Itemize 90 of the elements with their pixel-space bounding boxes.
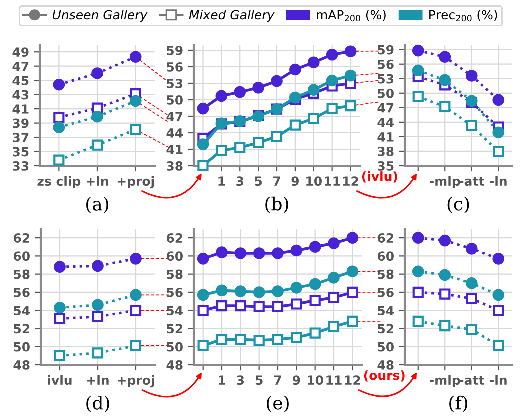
x-tick-label: 11 — [325, 176, 340, 186]
y-tick-label: 48 — [14, 360, 30, 370]
x-tick-label: 10 — [306, 176, 322, 186]
y-tick-label: 50 — [167, 95, 183, 105]
x-tick-label: -att — [460, 177, 484, 186]
y-tick-label: 54 — [378, 306, 394, 316]
x-tick-label: 9 — [292, 176, 299, 186]
x-tick-label: -att — [460, 376, 484, 386]
y-tick-label: 52 — [378, 324, 394, 334]
x-tick-label: -mlp — [430, 176, 460, 189]
y-tick-label: 56 — [167, 288, 183, 298]
x-tick-label: zs clip — [38, 176, 81, 189]
text: (ivlu) — [362, 172, 398, 183]
x-axis-title: (a) — [86, 196, 108, 214]
y-tick-label: 35 — [13, 147, 29, 157]
x-tick-label: 5 — [256, 376, 263, 386]
x-tick-label: -mlp — [430, 375, 460, 388]
y-tick-label: 50 — [378, 342, 394, 352]
x-axis-title: (b) — [266, 196, 288, 214]
y-tick-label: 49 — [12, 48, 29, 58]
y-tick-label: 54 — [14, 306, 30, 316]
x-tick-label: -ln — [490, 375, 507, 385]
y-tick-label: 38 — [378, 146, 394, 156]
y-tick-label: 58 — [167, 270, 183, 280]
x-tick-label: 12 — [345, 376, 360, 385]
y-tick-label: 53 — [378, 74, 394, 84]
y-tick-label: 60 — [378, 252, 394, 262]
x-tick-label: +proj — [118, 375, 154, 388]
x-tick-label: ivlu — [48, 375, 72, 386]
x-tick-label: +ln — [87, 375, 109, 385]
x-tick-label: 1 — [219, 376, 226, 385]
x-tick-label: -ln — [490, 176, 507, 186]
y-tick-label: 58 — [378, 270, 394, 280]
x-axis-title: (e) — [267, 396, 289, 412]
y-tick-label: 33 — [13, 161, 29, 171]
y-tick-label: 37 — [13, 133, 29, 142]
y-tick-label: 56 — [378, 60, 394, 70]
y-tick-label: 56 — [14, 288, 30, 298]
y-tick-label: 45 — [12, 76, 29, 86]
y-tick-label: 47 — [166, 112, 183, 122]
x-tick-label: 3 — [237, 376, 244, 386]
y-tick-label: 52 — [14, 324, 30, 334]
y-tick-label: 44 — [378, 118, 394, 128]
text: mAP$_{200}$ (%) — [317, 10, 386, 22]
y-tick-label: 54 — [167, 306, 184, 316]
y-tick-label: 41 — [166, 145, 183, 154]
y-tick-label: 44 — [166, 128, 184, 138]
y-tick-label: 52 — [167, 324, 182, 334]
y-tick-label: 56 — [378, 288, 394, 298]
y-tick-label: 47 — [378, 104, 394, 113]
y-tick-label: 38 — [167, 161, 183, 171]
y-tick-label: 50 — [14, 342, 30, 352]
y-tick-label: 48 — [166, 360, 183, 370]
x-tick-label: 7 — [274, 376, 282, 385]
text: (ours) — [364, 370, 405, 382]
y-tick-label: 62 — [14, 234, 30, 243]
x-axis-title: (f) — [450, 396, 468, 412]
y-tick-label: 47 — [12, 62, 29, 72]
y-tick-label: 60 — [166, 252, 183, 262]
text: Unseen Gallery — [53, 10, 148, 22]
x-tick-label: 1 — [218, 176, 226, 186]
y-tick-label: 56 — [167, 62, 183, 72]
y-tick-label: 60 — [14, 252, 30, 262]
y-tick-label: 50 — [378, 88, 394, 98]
y-tick-label: 39 — [13, 118, 29, 128]
y-tick-label: 59 — [378, 45, 394, 55]
y-tick-label: 53 — [167, 78, 183, 88]
x-axis-title: (d) — [86, 396, 110, 412]
y-tick-label: 59 — [167, 46, 183, 56]
x-tick-label: 9 — [292, 376, 300, 386]
x-tick-label: 3 — [236, 176, 244, 186]
x-tick-label: 12 — [343, 176, 358, 186]
x-tick-label: 10 — [308, 376, 324, 386]
x-tick-label: +proj — [118, 176, 154, 189]
x-tick-label: 11 — [326, 376, 342, 385]
text: Prec$_{200}$ (%) — [430, 10, 498, 22]
x-axis-title: (c) — [448, 196, 470, 214]
y-tick-label: 35 — [378, 161, 394, 171]
y-tick-label: 50 — [167, 342, 183, 352]
text: Mixed Gallery — [189, 10, 275, 22]
y-tick-label: 41 — [12, 104, 29, 114]
y-tick-label: 58 — [14, 270, 30, 280]
x-tick-label: 5 — [255, 176, 262, 186]
y-tick-label: 48 — [378, 360, 394, 370]
y-tick-label: 43 — [12, 90, 29, 100]
x-tick-label: +ln — [86, 176, 108, 186]
y-tick-label: 62 — [378, 234, 394, 243]
y-tick-label: 41 — [378, 132, 394, 142]
y-tick-label: 62 — [166, 234, 182, 243]
x-tick-label: 7 — [273, 176, 280, 186]
